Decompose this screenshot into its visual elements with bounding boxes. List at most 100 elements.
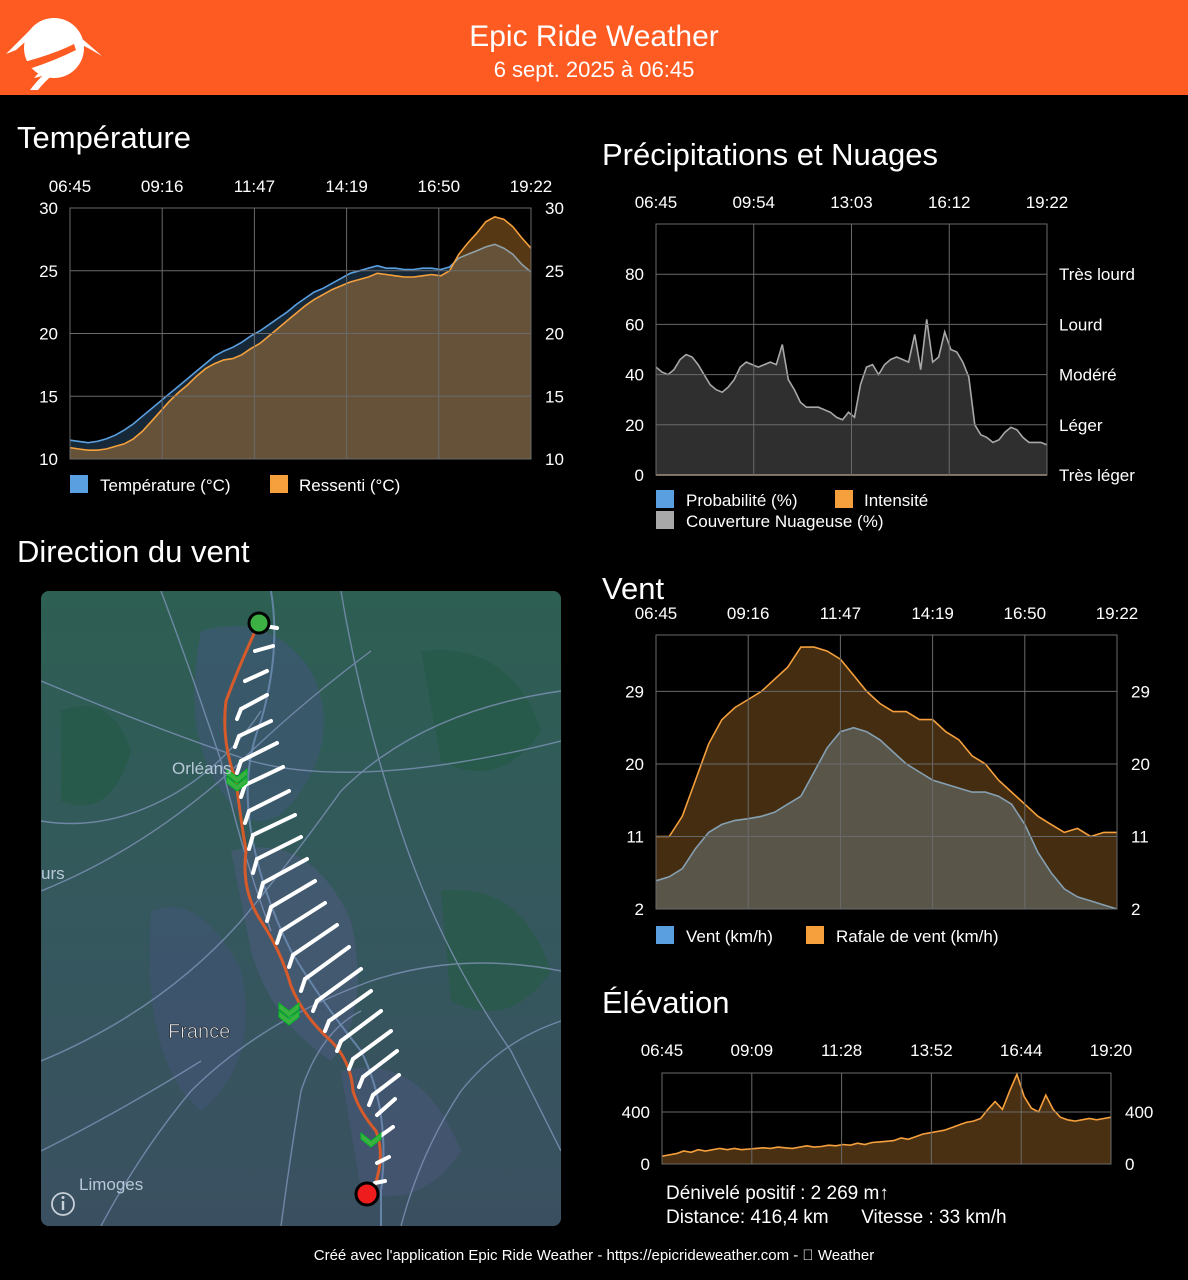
y-tick-label-right: 20 <box>1131 755 1150 774</box>
legend-swatch-probability <box>656 490 674 508</box>
wind-direction-title: Direction du vent <box>17 534 250 569</box>
legend-swatch-cloud-cover <box>656 511 674 529</box>
plot-area <box>656 635 1117 909</box>
y-tick-label-left: 80 <box>625 265 644 284</box>
time-tick-label: 09:16 <box>727 604 770 623</box>
time-tick-label: 16:50 <box>418 177 461 196</box>
speed: Vitesse : 33 km/h <box>861 1207 1007 1228</box>
time-tick-label: 19:20 <box>1090 1041 1133 1060</box>
time-tick-label: 11:47 <box>820 604 861 623</box>
intensity-level-label: Modéré <box>1059 366 1117 385</box>
map-label-limoges: Limoges <box>79 1175 143 1194</box>
time-tick-label: 16:12 <box>928 193 971 212</box>
plot-border <box>655 634 1118 910</box>
series-line <box>655 726 1118 910</box>
y-tick-label-left: 0 <box>635 466 644 485</box>
y-tick-label-right: 15 <box>545 387 564 406</box>
legend-swatch-wind <box>656 926 674 944</box>
elevation-title: Élévation <box>602 985 730 1020</box>
legend-swatch-gust <box>806 926 824 944</box>
plot-border <box>69 207 532 460</box>
temperature-chart: 06:45 09:16 11:47 14:19 16:50 19:22 10 10 15 15 20… <box>39 177 564 469</box>
intensity-level-label: Très léger <box>1059 466 1135 485</box>
series-area <box>662 1074 1111 1164</box>
legend-label-feels-like: Ressenti (°C) <box>299 476 400 495</box>
time-tick-label: 06:45 <box>635 604 678 623</box>
elevation-chart: 06:45 09:09 11:28 13:52 16:44 19:20 0 0 400 400 <box>622 1041 1154 1174</box>
y-tick-label-left: 40 <box>625 366 644 385</box>
time-tick-label: 16:50 <box>1004 604 1047 623</box>
time-tick-label: 11:47 <box>234 177 275 196</box>
y-tick-label-left: 60 <box>625 315 644 334</box>
time-tick-label: 09:09 <box>731 1041 774 1060</box>
intensity-level-label: Léger <box>1059 416 1103 435</box>
y-tick-label-left: 29 <box>625 682 644 701</box>
legend-label-cloud-cover: Couverture Nuageuse (%) <box>686 512 883 531</box>
y-tick-label-left: 0 <box>641 1155 650 1174</box>
legend-swatch-temperature <box>70 475 88 493</box>
y-tick-label-right: 11 <box>1131 827 1149 846</box>
y-tick-label-left: 20 <box>625 755 644 774</box>
map-label-france: France <box>168 1021 230 1043</box>
temperature-title: Température <box>17 120 192 155</box>
wind-legend: Vent (km/h) Rafale de vent (km/h) <box>656 926 999 946</box>
y-tick-label-left: 400 <box>622 1103 650 1122</box>
y-tick-label-right: 25 <box>545 262 564 281</box>
time-tick-label: 19:22 <box>1026 193 1069 212</box>
time-tick-label: 06:45 <box>49 177 92 196</box>
series-area <box>656 647 1117 909</box>
legend-label-wind: Vent (km/h) <box>686 927 773 946</box>
plot-border <box>655 223 1048 476</box>
footer-credit: Créé avec l'application Epic Ride Weathe… <box>314 1247 875 1264</box>
wind-direction-map[interactable]: Orléans urs France Limoges <box>41 591 561 1226</box>
legend-label-temperature: Température (°C) <box>100 476 231 495</box>
wind-barbs <box>233 624 401 1185</box>
route-start-marker[interactable] <box>247 611 271 635</box>
wind-chart: 06:45 09:16 11:47 14:19 16:50 19:22 2 2 11 11 20 20… <box>625 604 1150 919</box>
route-line <box>223 622 382 1192</box>
time-tick-label: 06:45 <box>641 1041 684 1060</box>
precipitation-legend: Probabilité (%) Intensité Couverture Nua… <box>656 490 928 531</box>
y-tick-label-right: 0 <box>1125 1155 1134 1174</box>
time-tick-label: 19:22 <box>510 177 553 196</box>
time-tick-label: 13:03 <box>830 193 873 212</box>
series-area <box>656 727 1117 909</box>
route-end-marker[interactable] <box>354 1181 380 1207</box>
time-tick-label: 13:52 <box>910 1041 953 1060</box>
series-line <box>656 646 1117 838</box>
y-tick-label-right: 400 <box>1125 1103 1153 1122</box>
map-canvas: Orléans urs France Limoges <box>41 591 561 1226</box>
legend-label-intensity: Intensité <box>864 491 928 510</box>
time-tick-label: 19:22 <box>1096 604 1139 623</box>
distance-speed-row: Distance: 416,4 km Vitesse : 33 km/h <box>666 1206 1007 1230</box>
map-label-orleans: Orléans <box>172 759 232 778</box>
y-tick-label-right: 30 <box>545 199 564 218</box>
intensity-level-label: Lourd <box>1059 315 1102 334</box>
app-title: Epic Ride Weather <box>469 20 719 53</box>
time-tick-label: 16:44 <box>1000 1041 1043 1060</box>
series-line <box>661 1072 1112 1157</box>
y-tick-label-right: 2 <box>1131 900 1140 919</box>
y-tick-label-left: 15 <box>39 387 58 406</box>
elevation-gain: Dénivelé positif : 2 269 m↑ <box>666 1183 889 1204</box>
map-label-tours: urs <box>41 864 65 883</box>
y-tick-label-left: 20 <box>625 416 644 435</box>
series-area <box>70 244 531 459</box>
wind-title: Vent <box>602 571 665 606</box>
time-tick-label: 09:54 <box>732 193 775 212</box>
mountain-road-logo-icon <box>6 18 102 90</box>
y-tick-label-left: 20 <box>39 325 58 344</box>
temperature-legend: Température (°C) Ressenti (°C) <box>70 475 400 495</box>
y-tick-label-right: 20 <box>545 325 564 344</box>
y-tick-label-left: 2 <box>635 900 644 919</box>
time-tick-label: 06:45 <box>635 193 678 212</box>
distance: Distance: 416,4 km <box>666 1207 829 1228</box>
info-icon[interactable] <box>51 1192 75 1216</box>
report-date: 6 sept. 2025 à 06:45 <box>493 57 695 82</box>
plot-border <box>661 1072 1112 1165</box>
app-header: Epic Ride Weather 6 sept. 2025 à 06:45 <box>0 0 1188 95</box>
precipitation-chart: 06:45 09:54 13:03 16:12 19:22 0 20 40 60 80 Très l… <box>625 193 1135 485</box>
time-tick-label: 11:28 <box>821 1041 862 1060</box>
y-tick-label-left: 11 <box>626 827 644 846</box>
